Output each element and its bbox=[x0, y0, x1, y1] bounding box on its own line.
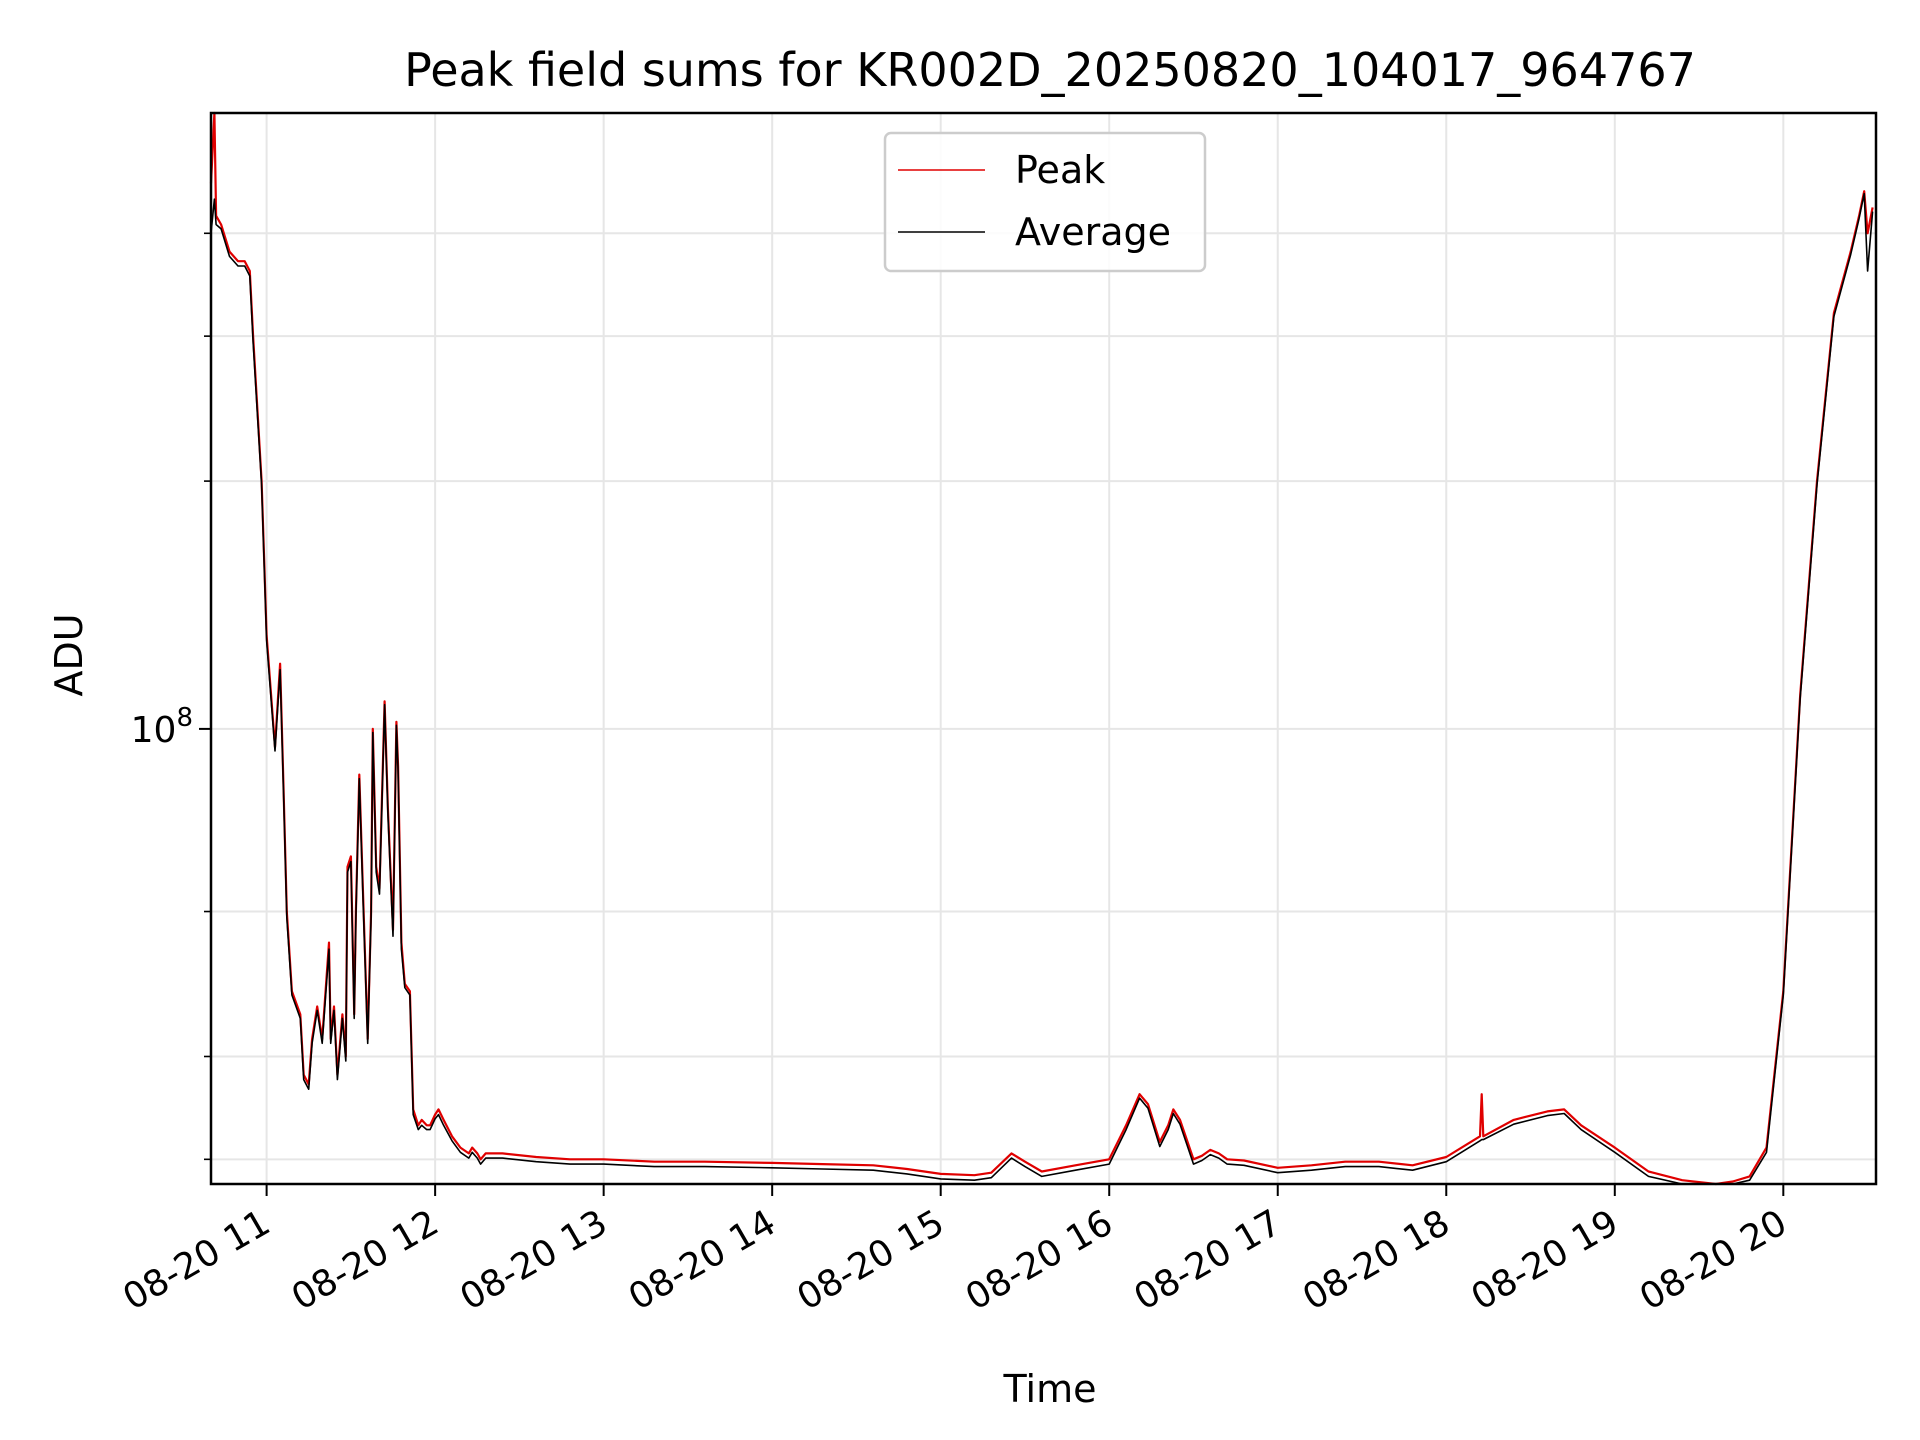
y-axis-label: ADU bbox=[47, 613, 91, 696]
series-line-peak bbox=[209, 111, 1874, 1186]
x-tick-label: 08-20 15 bbox=[791, 1202, 952, 1318]
chart-title: Peak field sums for KR002D_20250820_1040… bbox=[404, 43, 1696, 97]
series-line-average bbox=[210, 192, 1874, 1185]
plot-area-frame bbox=[209, 111, 1878, 1186]
legend-box bbox=[883, 131, 1207, 273]
series-lines bbox=[209, 111, 1874, 1186]
x-tick-label: 08-20 14 bbox=[622, 1202, 783, 1318]
x-tick-label: 08-20 17 bbox=[1128, 1202, 1289, 1318]
x-tick-label: 08-20 16 bbox=[959, 1202, 1120, 1318]
x-tick-label: 08-20 13 bbox=[453, 1202, 614, 1318]
legend-label-average: Average bbox=[1015, 210, 1171, 254]
x-tick-label: 08-20 12 bbox=[285, 1202, 446, 1318]
legend: Peak Average bbox=[883, 131, 1207, 273]
x-axis-ticks: 08-20 11 08-20 12 08-20 13 08-20 14 08-20 15… bbox=[116, 1184, 1794, 1319]
x-tick-label: 08-20 20 bbox=[1633, 1202, 1794, 1318]
x-tick-label: 08-20 11 bbox=[116, 1202, 277, 1318]
y-axis-ticks: 108 bbox=[131, 232, 211, 1161]
x-tick-label: 08-20 18 bbox=[1296, 1202, 1457, 1318]
x-axis-label: Time bbox=[1003, 1367, 1097, 1411]
grid bbox=[211, 113, 1876, 1184]
legend-label-peak: Peak bbox=[1015, 148, 1105, 192]
x-tick-label: 08-20 19 bbox=[1465, 1202, 1626, 1318]
y-tick-label: 108 bbox=[131, 703, 193, 751]
